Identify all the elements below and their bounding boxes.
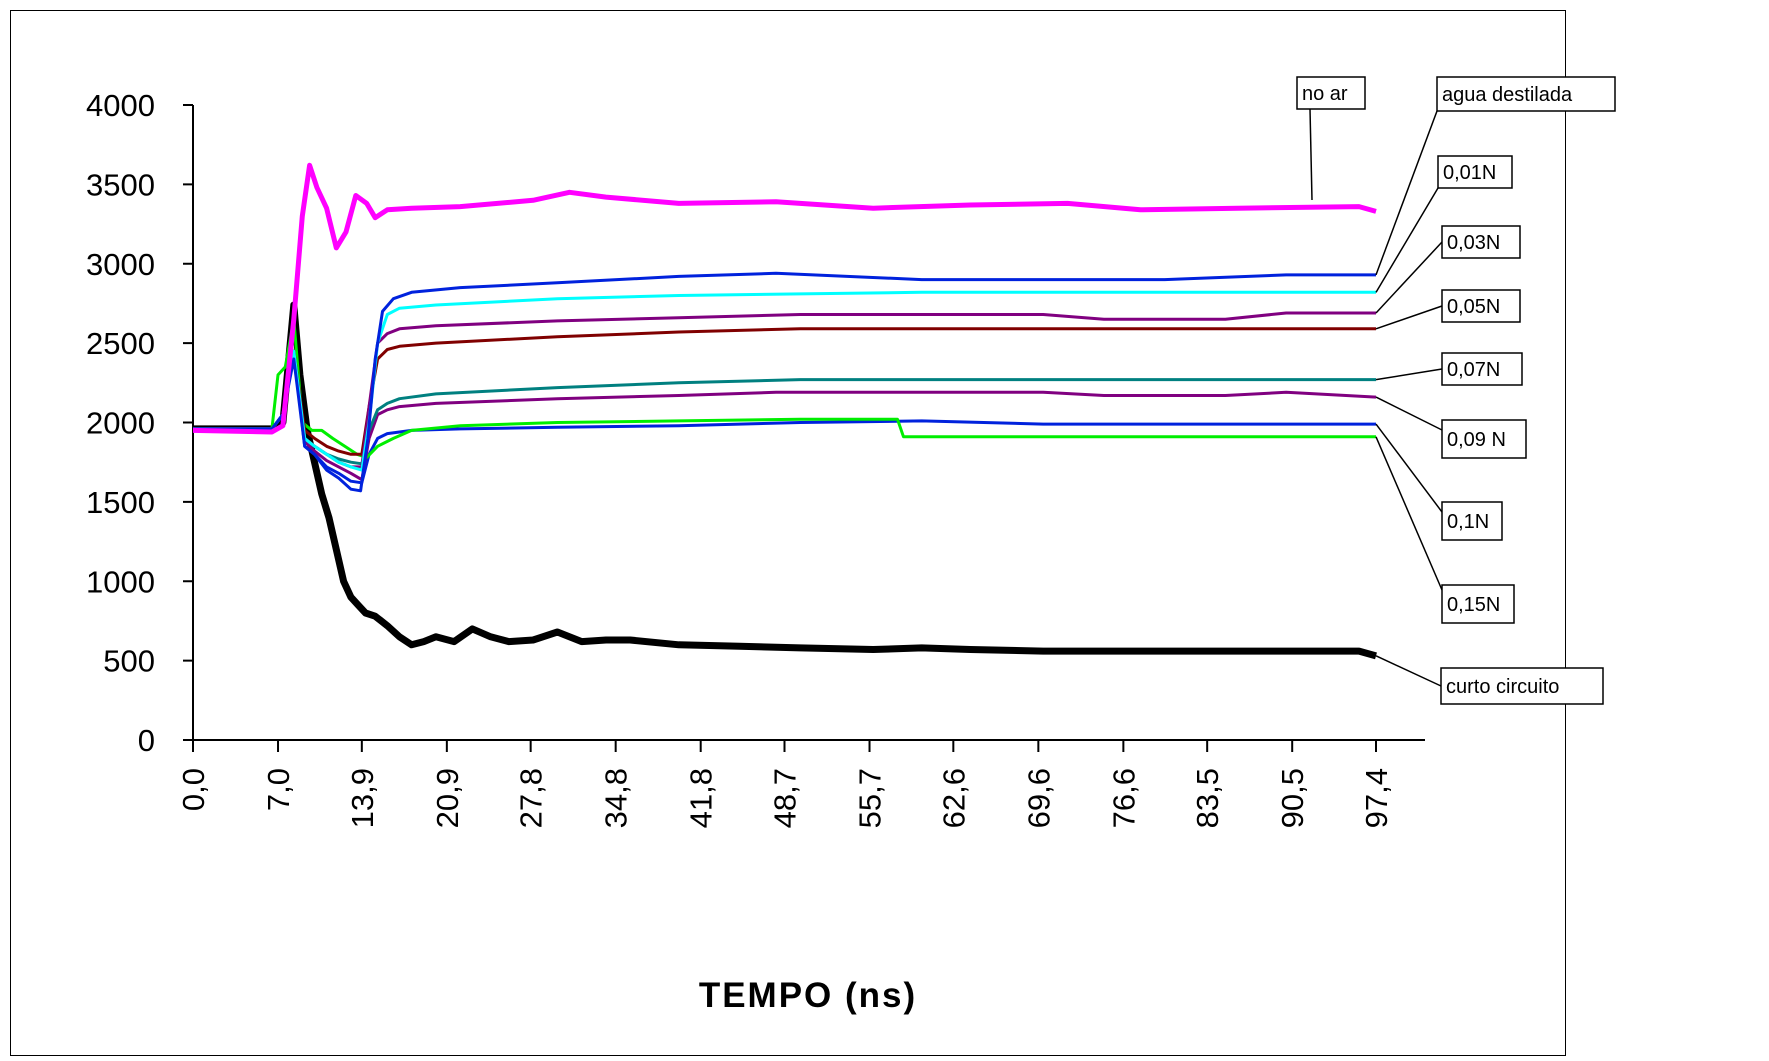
x-tick-label: 55,7 bbox=[853, 768, 888, 828]
chart-frame bbox=[10, 10, 1566, 1056]
callout-box bbox=[1441, 501, 1503, 541]
callout-label: 0,09 N bbox=[1447, 429, 1506, 451]
series-line-no-ar bbox=[192, 162, 1377, 435]
series-callout: no ar bbox=[1296, 76, 1366, 201]
callout-box bbox=[1441, 225, 1521, 259]
callout-leader-line bbox=[1375, 436, 1443, 591]
series-callout: agua destilada bbox=[1375, 76, 1616, 276]
x-tick-label: 48,7 bbox=[768, 768, 803, 828]
y-tick-label: 0 bbox=[138, 723, 155, 758]
callout-leader-line bbox=[1375, 368, 1443, 381]
x-tick-label: 27,8 bbox=[514, 768, 549, 828]
callout-label: 0,07N bbox=[1447, 359, 1500, 381]
x-tick-label: 0,0 bbox=[176, 768, 211, 811]
y-tick-label: 4000 bbox=[86, 88, 155, 123]
x-tick-label: 13,9 bbox=[345, 768, 380, 828]
callout-box bbox=[1441, 352, 1523, 386]
y-tick-label: 1000 bbox=[86, 564, 155, 599]
callout-layer: no ar agua destilada 0,01N 0,03N 0,05N 0,07N 0… bbox=[1296, 76, 1616, 705]
x-tick-label: 90,5 bbox=[1275, 768, 1310, 828]
series-callout: 0,05N bbox=[1375, 289, 1521, 330]
callout-leader-line bbox=[1375, 655, 1442, 687]
series-callout: 0,1N bbox=[1375, 423, 1503, 541]
series-line-0-03n bbox=[193, 311, 1376, 469]
y-tick-label: 3000 bbox=[86, 247, 155, 282]
series-layer bbox=[192, 162, 1377, 660]
callout-label: curto circuito bbox=[1446, 676, 1559, 698]
x-axis-title: TEMPO (ns) bbox=[699, 976, 917, 1015]
series-callout: 0,15N bbox=[1375, 436, 1515, 624]
callout-box bbox=[1437, 155, 1513, 189]
callout-box bbox=[1441, 419, 1527, 459]
callout-label: 0,01N bbox=[1443, 162, 1496, 184]
series-callout: 0,07N bbox=[1375, 352, 1523, 386]
callout-leader-line bbox=[1375, 110, 1438, 276]
series-callout: 0,03N bbox=[1375, 225, 1521, 314]
callout-label: 0,1N bbox=[1447, 511, 1489, 533]
x-tick-label: 97,4 bbox=[1359, 768, 1394, 828]
x-tick-label: 7,0 bbox=[261, 768, 296, 811]
x-tick-label: 83,5 bbox=[1190, 768, 1225, 828]
y-ticks: 0 500 1000 1500 2000 2500 3000 3500 4000 bbox=[86, 88, 193, 758]
callout-label: 0,15N bbox=[1447, 594, 1500, 616]
x-tick-label: 62,6 bbox=[936, 768, 971, 828]
x-tick-label: 76,6 bbox=[1106, 768, 1141, 828]
y-tick-label: 3500 bbox=[86, 167, 155, 202]
callout-label: 0,03N bbox=[1447, 232, 1500, 254]
callout-leader-line bbox=[1375, 187, 1439, 293]
callout-box bbox=[1296, 76, 1366, 110]
callout-label: no ar bbox=[1302, 83, 1348, 105]
callout-box bbox=[1436, 76, 1616, 112]
callout-label: 0,05N bbox=[1447, 296, 1500, 318]
x-tick-label: 20,9 bbox=[430, 768, 465, 828]
callout-leader-line bbox=[1375, 423, 1443, 513]
x-ticks: 0,0 7,0 13,9 20,9 27,8 34,8 41,8 48,7 55,7 62,6 69… bbox=[176, 740, 1394, 828]
y-tick-label: 500 bbox=[103, 644, 155, 679]
series-line-agua-destilada bbox=[193, 271, 1376, 493]
series-line-curto-circuito bbox=[193, 301, 1377, 660]
callout-box bbox=[1441, 584, 1515, 624]
callout-box bbox=[1440, 667, 1604, 705]
y-tick-label: 1500 bbox=[86, 485, 155, 520]
y-tick-label: 2500 bbox=[86, 326, 155, 361]
y-tick-label: 2000 bbox=[86, 406, 155, 441]
series-callout: 0,09 N bbox=[1375, 396, 1527, 459]
x-tick-label: 34,8 bbox=[599, 768, 634, 828]
x-tick-label: 69,6 bbox=[1021, 768, 1056, 828]
callout-leader-line bbox=[1375, 305, 1443, 330]
x-tick-label: 41,8 bbox=[684, 768, 719, 828]
callout-leader-line bbox=[1309, 108, 1313, 201]
callout-label: agua destilada bbox=[1442, 84, 1573, 106]
series-callout: 0,01N bbox=[1375, 155, 1513, 293]
callout-box bbox=[1441, 289, 1521, 323]
series-callout: curto circuito bbox=[1375, 655, 1604, 705]
callout-leader-line bbox=[1375, 241, 1443, 314]
callout-leader-line bbox=[1375, 396, 1443, 431]
